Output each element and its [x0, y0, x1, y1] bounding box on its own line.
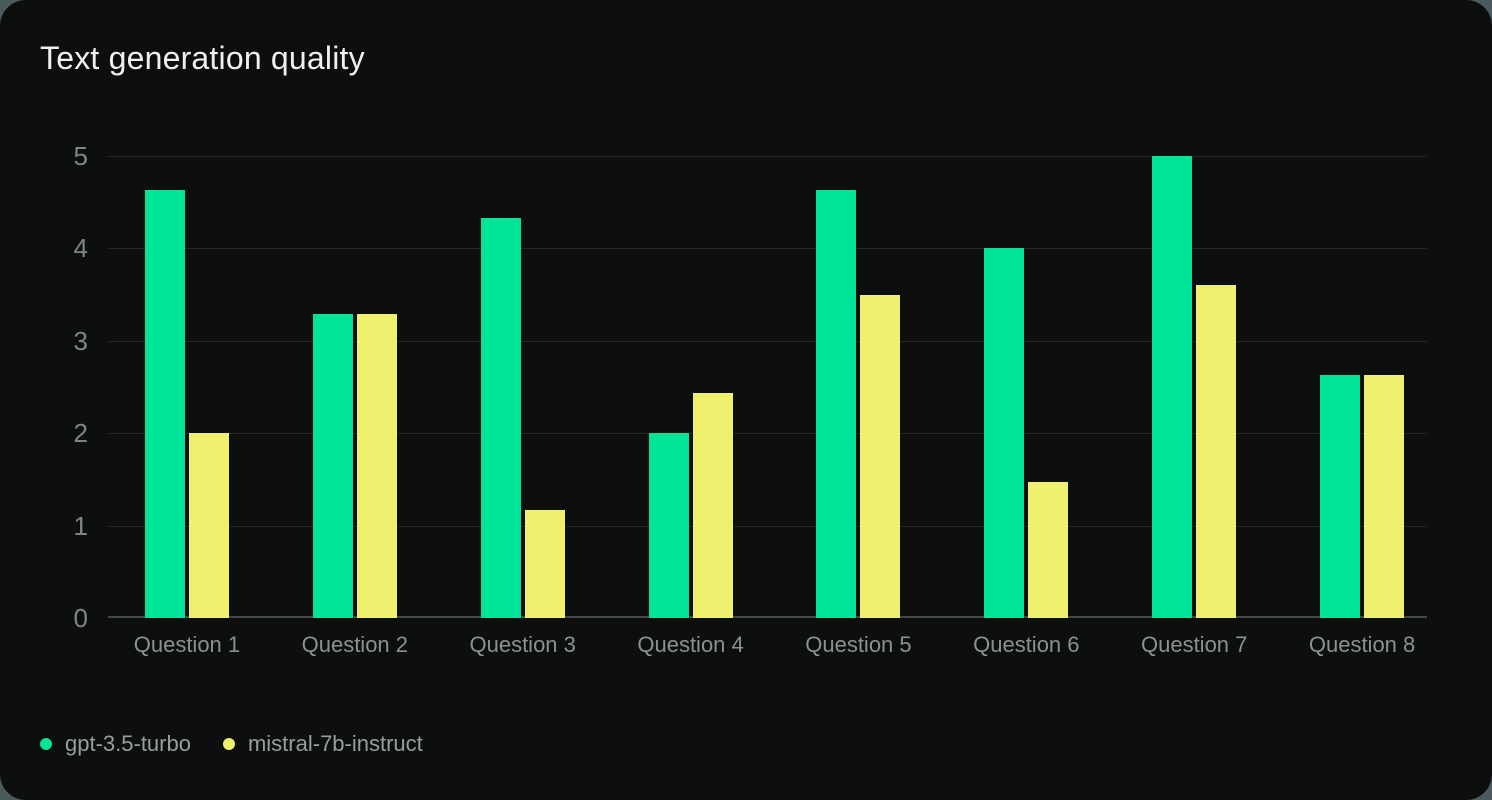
chart-title: Text generation quality [40, 40, 365, 76]
bar-group-question-7 [1110, 156, 1278, 618]
bar-group-question-1 [103, 156, 271, 618]
bar-mistral-7b-instruct-question-7[interactable] [1196, 285, 1237, 618]
bar-mistral-7b-instruct-question-1[interactable] [188, 433, 229, 618]
bar-gpt-3.5-turbo-question-7[interactable] [1152, 156, 1193, 618]
x-axis-label-question-4: Question 4 [637, 632, 744, 657]
bar-mistral-7b-instruct-question-8[interactable] [1364, 375, 1405, 618]
bar-mistral-7b-instruct-question-2[interactable] [356, 314, 397, 618]
x-axis-label-question-5: Question 5 [805, 632, 912, 657]
gridline [108, 340, 1427, 342]
bar-mistral-7b-instruct-question-5[interactable] [860, 294, 901, 618]
bar-gpt-3.5-turbo-question-8[interactable] [1320, 375, 1361, 618]
bar-gpt-3.5-turbo-question-3[interactable] [480, 217, 521, 618]
bar-mistral-7b-instruct-question-4[interactable] [692, 393, 733, 618]
bar-group-question-4 [607, 156, 775, 618]
plot-area [103, 156, 1446, 618]
bar-gpt-3.5-turbo-question-6[interactable] [984, 248, 1025, 618]
y-tick-label: 0 [73, 603, 88, 633]
bar-gpt-3.5-turbo-question-2[interactable] [312, 314, 353, 618]
bar-group-question-2 [271, 156, 439, 618]
x-axis-label-question-1: Question 1 [133, 632, 241, 657]
gridline [108, 433, 1427, 435]
x-axis-label-question-3: Question 3 [469, 632, 576, 657]
legend: gpt-3.5-turbo mistral-7b-instruct [40, 731, 423, 757]
y-tick-label: 4 [73, 233, 88, 264]
bar-group-question-8 [1278, 156, 1446, 618]
y-tick-label: 3 [73, 325, 88, 356]
bar-group-question-6 [942, 156, 1110, 618]
bar-gpt-3.5-turbo-question-5[interactable] [816, 190, 857, 618]
x-axis-label-question-2: Question 2 [301, 632, 409, 657]
bar-group-question-5 [775, 156, 943, 618]
x-axis-label-question-6: Question 6 [973, 632, 1080, 657]
y-tick-label: 1 [73, 510, 88, 541]
legend-item-gpt-3.5-turbo[interactable]: gpt-3.5-turbo [40, 731, 191, 757]
gridline [108, 525, 1427, 527]
y-tick-label: 5 [73, 141, 88, 171]
bar-mistral-7b-instruct-question-6[interactable] [1028, 482, 1069, 618]
gridline [108, 248, 1427, 250]
x-axis-label-question-7: Question 7 [1140, 632, 1248, 657]
x-axis-label-question-8: Question 8 [1308, 632, 1416, 657]
bar-group-question-3 [439, 156, 607, 618]
bar-gpt-3.5-turbo-question-1[interactable] [144, 190, 185, 618]
bar-gpt-3.5-turbo-question-4[interactable] [648, 433, 689, 618]
legend-label: gpt-3.5-turbo [65, 731, 191, 756]
legend-label: mistral-7b-instruct [247, 731, 423, 756]
bar-mistral-7b-instruct-question-3[interactable] [524, 509, 565, 618]
legend-dot-icon [40, 738, 52, 750]
y-tick-label: 2 [73, 418, 88, 449]
x-axis-line [108, 616, 1427, 618]
legend-item-mistral-7b-instruct[interactable]: mistral-7b-instruct [222, 731, 423, 757]
gridline [108, 156, 1427, 157]
legend-dot-icon [222, 738, 235, 750]
